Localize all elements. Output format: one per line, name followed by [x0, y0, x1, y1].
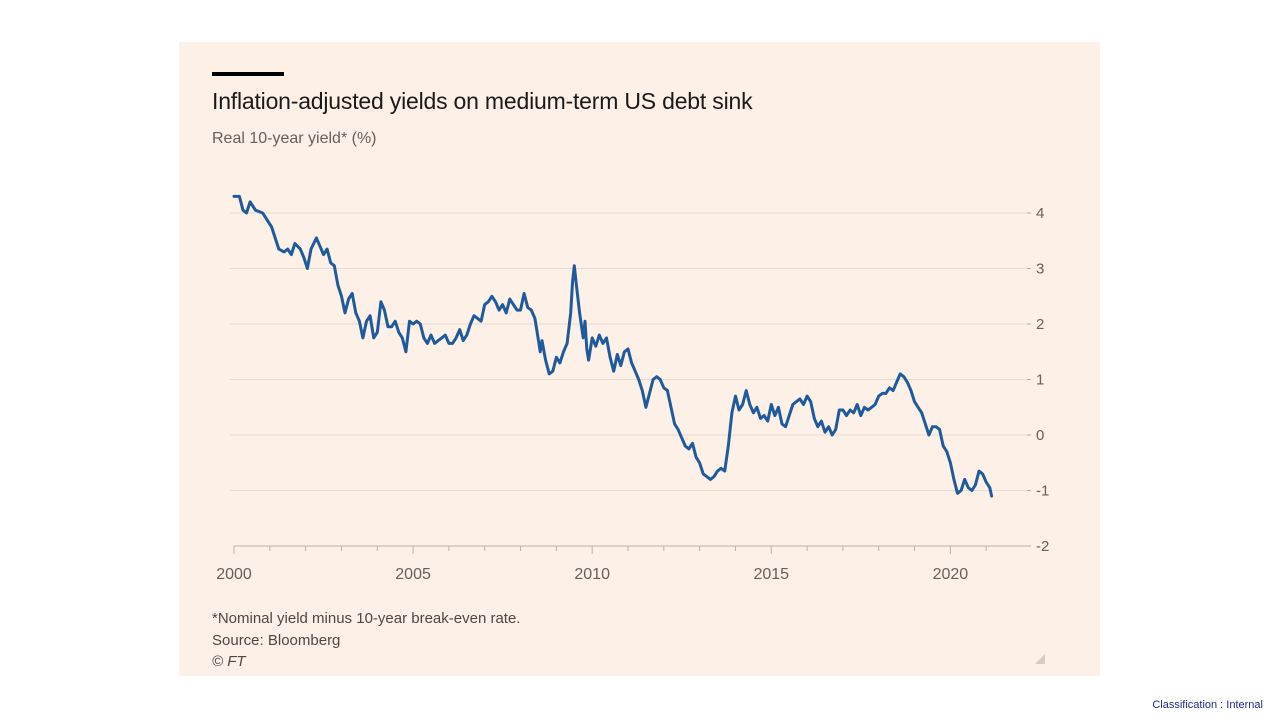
source-note: Source: Bloomberg — [212, 632, 341, 649]
y-tick-label: 4 — [1036, 205, 1044, 222]
series-line-real-10-year-yield — [232, 194, 994, 498]
x-tick-label: 2005 — [395, 566, 431, 583]
x-tick-label: 2020 — [933, 566, 969, 583]
y-tick-label: 3 — [1036, 261, 1044, 278]
footnote: *Nominal yield minus 10-year break-even … — [212, 610, 521, 627]
x-tick-label: 2015 — [753, 566, 789, 583]
y-tick-label: -2 — [1036, 538, 1049, 555]
y-tick-label: -1 — [1036, 483, 1049, 500]
chart-title: Inflation-adjusted yields on medium-term… — [212, 88, 753, 114]
classification-label: Classification : Internal — [1152, 699, 1263, 711]
y-tick-label: 0 — [1036, 427, 1044, 444]
y-tick-label: 1 — [1036, 372, 1044, 389]
x-tick-label: 2010 — [574, 566, 610, 583]
resize-corner-icon — [1035, 654, 1045, 664]
y-axis-ticks: 4 3 2 1 0 -1 -2 — [1027, 205, 1049, 555]
x-axis: 2000 2005 2010 2015 2020 — [216, 545, 1027, 583]
copyright: © FT — [212, 653, 246, 670]
chart-subtitle: Real 10-year yield* (%) — [212, 130, 377, 147]
chart-card: Inflation-adjusted yields on medium-term… — [179, 42, 1100, 676]
gridlines — [230, 212, 1027, 491]
series-layer — [232, 194, 994, 498]
line-chart: 4 3 2 1 0 -1 -2 2000 2005 2010 2015 2020 — [216, 194, 1049, 583]
x-tick-label: 2000 — [216, 566, 252, 583]
title-accent-bar — [212, 72, 284, 76]
y-tick-label: 2 — [1036, 316, 1044, 333]
